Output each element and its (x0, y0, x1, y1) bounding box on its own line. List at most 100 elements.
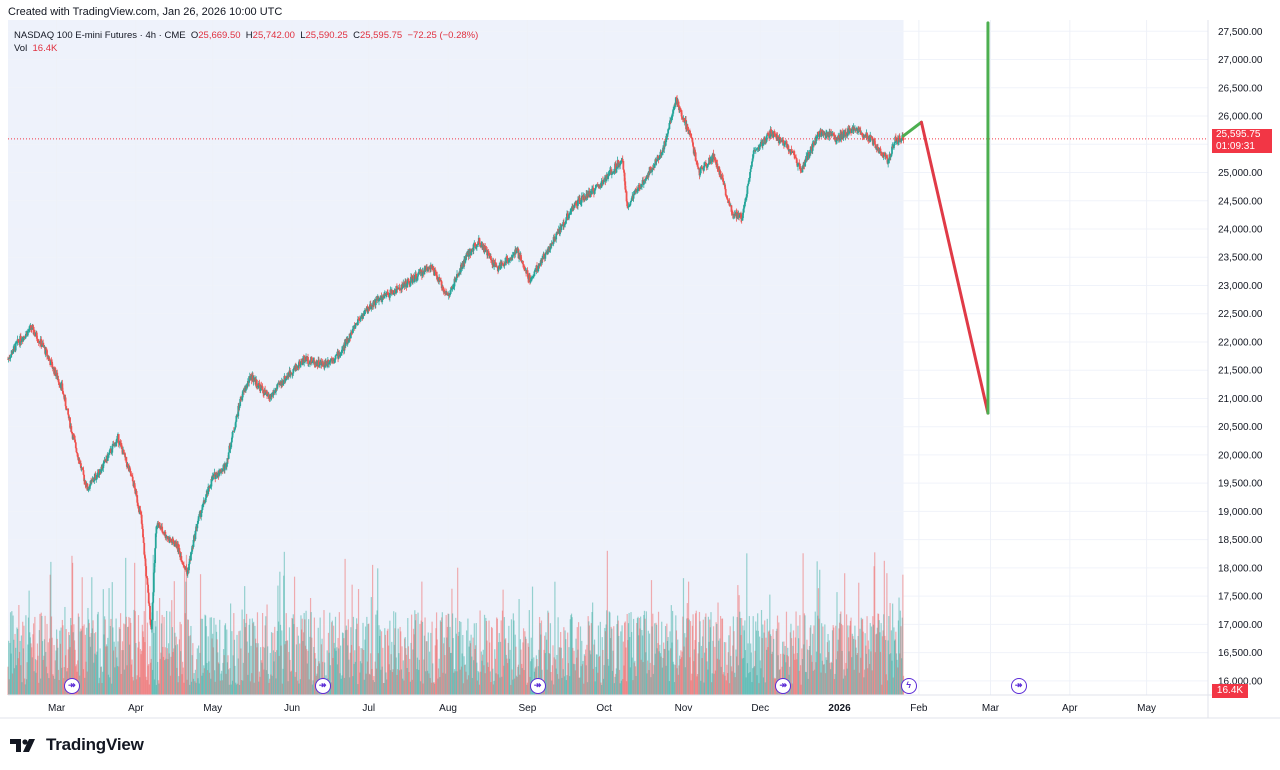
candle-body (750, 167, 752, 169)
y-tick-label: 22,500.00 (1218, 309, 1263, 320)
open-value: 25,669.50 (198, 30, 240, 41)
candle-body (622, 159, 624, 161)
candle-body (152, 603, 154, 620)
dividend-event-icon[interactable]: ↠ (530, 678, 546, 694)
x-tick-label: Aug (439, 703, 457, 714)
candle-body (136, 491, 138, 495)
y-tick-label: 21,000.00 (1218, 394, 1263, 405)
y-tick-label: 18,000.00 (1218, 563, 1263, 574)
x-tick-label: Jul (362, 703, 375, 714)
candle-body (204, 502, 206, 503)
y-tick-label: 17,000.00 (1218, 620, 1263, 631)
candle-body (670, 118, 672, 122)
change-value: −72.25 (−0.28%) (407, 30, 478, 41)
candle-body (782, 140, 784, 143)
y-tick-label: 17,500.00 (1218, 592, 1263, 603)
candle-body (145, 566, 147, 576)
candle-body (140, 510, 142, 512)
candle-body (798, 163, 800, 164)
y-tick-label: 19,500.00 (1218, 479, 1263, 490)
candle-body (750, 169, 752, 172)
history-shading (8, 20, 904, 695)
candle-body (129, 468, 131, 471)
y-tick-label: 24,500.00 (1218, 196, 1263, 207)
close-value: 25,595.75 (360, 30, 402, 41)
candle-body (692, 142, 694, 146)
candle-body (65, 397, 67, 406)
x-tick-label: Apr (128, 703, 144, 714)
volume-bar (110, 619, 111, 695)
y-tick-label: 20,500.00 (1218, 422, 1263, 433)
y-tick-label: 27,000.00 (1218, 55, 1263, 66)
x-tick-label: 2026 (828, 703, 851, 714)
dividend-event-icon[interactable]: ↠ (64, 678, 80, 694)
y-tick-label: 23,000.00 (1218, 281, 1263, 292)
candle-body (182, 562, 184, 563)
bar-countdown-tag: 01:09:31 (1212, 141, 1272, 153)
candle-body (522, 261, 524, 264)
volume-legend: Vol 16.4K (14, 43, 57, 54)
y-tick-label: 27,500.00 (1218, 27, 1263, 38)
candle-body (307, 357, 309, 364)
dividend-event-icon[interactable]: ↠ (315, 678, 331, 694)
session-shading (8, 20, 904, 695)
candle-body (83, 470, 85, 475)
candle-body (234, 430, 236, 432)
x-tick-label: May (1137, 703, 1156, 714)
x-tick-label: Mar (982, 703, 1000, 714)
x-tick-label: May (203, 703, 222, 714)
candle-body (230, 442, 232, 447)
x-tick-label: Dec (751, 703, 769, 714)
y-tick-label: 21,500.00 (1218, 366, 1263, 377)
x-tick-label: Jun (284, 703, 300, 714)
volume-label[interactable]: Vol (14, 43, 27, 54)
y-tick-label: 20,000.00 (1218, 450, 1263, 461)
x-tick-label: Sep (519, 703, 537, 714)
candle-body (27, 331, 29, 336)
candle-body (631, 198, 633, 201)
y-tick-label: 26,500.00 (1218, 83, 1263, 94)
candle-body (417, 274, 419, 277)
candle-body (196, 524, 198, 528)
candle-body (228, 452, 230, 458)
candle-body (747, 186, 749, 194)
x-tick-label: Oct (596, 703, 612, 714)
tradingview-logo-icon (10, 737, 40, 753)
close-label: C (353, 30, 360, 41)
lightning-event-icon[interactable]: ϟ (901, 678, 917, 694)
candle-body (67, 409, 69, 415)
candle-body (568, 215, 570, 219)
candle-body (154, 548, 156, 563)
candle-body (622, 161, 624, 170)
candle-body (699, 173, 701, 175)
y-tick-label: 23,500.00 (1218, 253, 1263, 264)
y-tick-label: 24,000.00 (1218, 224, 1263, 235)
volume-tag: 16.4K (1212, 684, 1248, 698)
y-tick-label: 16,500.00 (1218, 648, 1263, 659)
volume-value: 16.4K (33, 43, 58, 54)
candle-body (148, 603, 150, 606)
candle-body (108, 453, 110, 455)
ohlc-legend: NASDAQ 100 E-mini Futures · 4h · CME O25… (14, 30, 478, 41)
y-tick-label: 22,000.00 (1218, 337, 1263, 348)
volume-bar (145, 570, 146, 695)
candle-body (153, 573, 155, 593)
candle-body (75, 442, 77, 448)
candle-body (201, 510, 203, 513)
high-label: H (246, 30, 253, 41)
volume-bar (886, 573, 887, 695)
candle-body (625, 190, 627, 192)
tradingview-logo[interactable]: TradingView (10, 734, 144, 756)
y-tick-label: 18,500.00 (1218, 535, 1263, 546)
candle-body (242, 391, 244, 397)
candle-body (211, 479, 213, 486)
candle-body (235, 422, 237, 428)
x-tick-label: Mar (48, 703, 66, 714)
volume-bar (155, 627, 156, 695)
tradingview-wordmark: TradingView (46, 735, 144, 755)
dividend-event-icon[interactable]: ↠ (1011, 678, 1027, 694)
candle-body (220, 473, 222, 474)
x-tick-label: Nov (675, 703, 693, 714)
symbol-name[interactable]: NASDAQ 100 E-mini Futures · 4h · CME (14, 30, 186, 41)
